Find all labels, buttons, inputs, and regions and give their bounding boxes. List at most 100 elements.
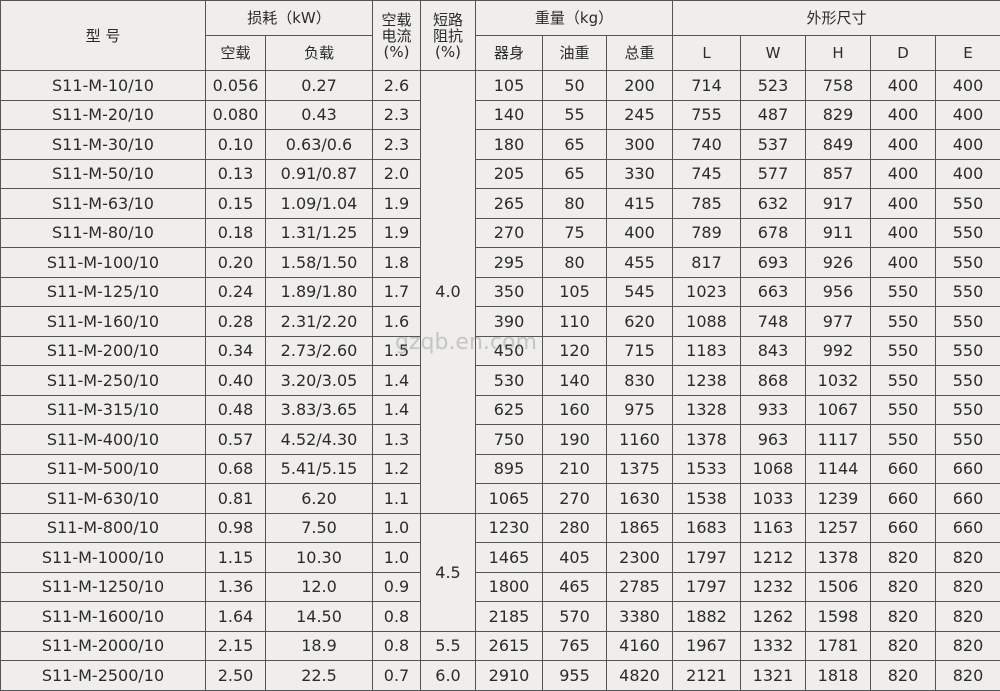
- table-cell: 530: [476, 366, 543, 396]
- table-cell: 830: [607, 366, 673, 396]
- table-cell: 963: [741, 425, 806, 455]
- table-cell: 550: [871, 366, 936, 396]
- header-cell: 空载: [206, 36, 266, 71]
- table-cell: 80: [543, 248, 607, 278]
- table-cell: S11-M-160/10: [1, 307, 206, 337]
- table-cell: 0.10: [206, 130, 266, 160]
- table-cell: 550: [871, 395, 936, 425]
- table-cell: S11-M-80/10: [1, 218, 206, 248]
- table-cell: 22.5: [266, 661, 373, 691]
- table-cell: S11-M-2500/10: [1, 661, 206, 691]
- header-line: 短路: [421, 12, 475, 28]
- table-cell: 660: [936, 484, 1000, 514]
- table-cell: S11-M-10/10: [1, 71, 206, 101]
- table-cell: 1.31/1.25: [266, 218, 373, 248]
- table-cell: 678: [741, 218, 806, 248]
- table-cell: 817: [673, 248, 741, 278]
- table-cell: 550: [936, 336, 1000, 366]
- table-cell: 4160: [607, 631, 673, 661]
- table-cell: 0.15: [206, 189, 266, 219]
- table-cell: 350: [476, 277, 543, 307]
- table-cell: 400: [871, 218, 936, 248]
- table-cell: 1068: [741, 454, 806, 484]
- table-cell: 820: [936, 572, 1000, 602]
- table-cell: 550: [936, 277, 1000, 307]
- table-cell: 550: [936, 307, 1000, 337]
- table-cell: 1.36: [206, 572, 266, 602]
- table-cell: 1.8: [373, 248, 421, 278]
- table-cell: 6.0: [421, 661, 476, 691]
- table-cell: 911: [806, 218, 871, 248]
- table-cell: 120: [543, 336, 607, 366]
- table-cell: 0.27: [266, 71, 373, 101]
- table-cell: 0.43: [266, 100, 373, 130]
- table-cell: 14.50: [266, 602, 373, 632]
- table-cell: S11-M-200/10: [1, 336, 206, 366]
- table-cell: 765: [543, 631, 607, 661]
- table-cell: 0.68: [206, 454, 266, 484]
- table-cell: 926: [806, 248, 871, 278]
- table-cell: S11-M-315/10: [1, 395, 206, 425]
- header-cell: 油重: [543, 36, 607, 71]
- table-cell: S11-M-630/10: [1, 484, 206, 514]
- header-line: (%): [373, 44, 420, 60]
- table-cell: 2.15: [206, 631, 266, 661]
- table-cell: 1.7: [373, 277, 421, 307]
- table-cell: S11-M-1000/10: [1, 543, 206, 573]
- table-cell: 1328: [673, 395, 741, 425]
- header-cell: 空载电流(%): [373, 1, 421, 71]
- table-cell: 1.2: [373, 454, 421, 484]
- table-cell: 18.9: [266, 631, 373, 661]
- table-cell: 2.73/2.60: [266, 336, 373, 366]
- table-cell: 933: [741, 395, 806, 425]
- table-cell: 400: [936, 130, 1000, 160]
- table-cell: 620: [607, 307, 673, 337]
- table-cell: 2185: [476, 602, 543, 632]
- table-cell: 1.0: [373, 513, 421, 543]
- table-cell: 550: [936, 218, 1000, 248]
- table-cell: 1465: [476, 543, 543, 573]
- table-cell: 632: [741, 189, 806, 219]
- table-cell: 849: [806, 130, 871, 160]
- table-cell: 975: [607, 395, 673, 425]
- table-cell: 1.89/1.80: [266, 277, 373, 307]
- table-cell: 1230: [476, 513, 543, 543]
- table-cell: 1160: [607, 425, 673, 455]
- header-cell: 损耗（kW）: [206, 1, 373, 36]
- table-cell: S11-M-400/10: [1, 425, 206, 455]
- table-cell: 400: [871, 189, 936, 219]
- table-cell: 400: [871, 159, 936, 189]
- table-cell: 0.18: [206, 218, 266, 248]
- table-cell: 1800: [476, 572, 543, 602]
- table-cell: 245: [607, 100, 673, 130]
- table-cell: 0.8: [373, 602, 421, 632]
- table-cell: 1781: [806, 631, 871, 661]
- table-cell: 0.7: [373, 661, 421, 691]
- table-cell: 1067: [806, 395, 871, 425]
- table-cell: 1.6: [373, 307, 421, 337]
- table-cell: 400: [607, 218, 673, 248]
- table-cell: 1088: [673, 307, 741, 337]
- table-cell: 1033: [741, 484, 806, 514]
- table-cell: 1.64: [206, 602, 266, 632]
- table-cell: 550: [871, 307, 936, 337]
- table-cell: 2.50: [206, 661, 266, 691]
- table-cell: 660: [871, 484, 936, 514]
- table-cell: 400: [936, 159, 1000, 189]
- header-cell: H: [806, 36, 871, 71]
- table-cell: 1.9: [373, 218, 421, 248]
- table-cell: 75: [543, 218, 607, 248]
- table-cell: 400: [871, 71, 936, 101]
- table-cell: 820: [871, 661, 936, 691]
- header-line: (%): [421, 44, 475, 60]
- table-cell: 1262: [741, 602, 806, 632]
- table-cell: 2.3: [373, 130, 421, 160]
- header-line: 阻抗: [421, 28, 475, 44]
